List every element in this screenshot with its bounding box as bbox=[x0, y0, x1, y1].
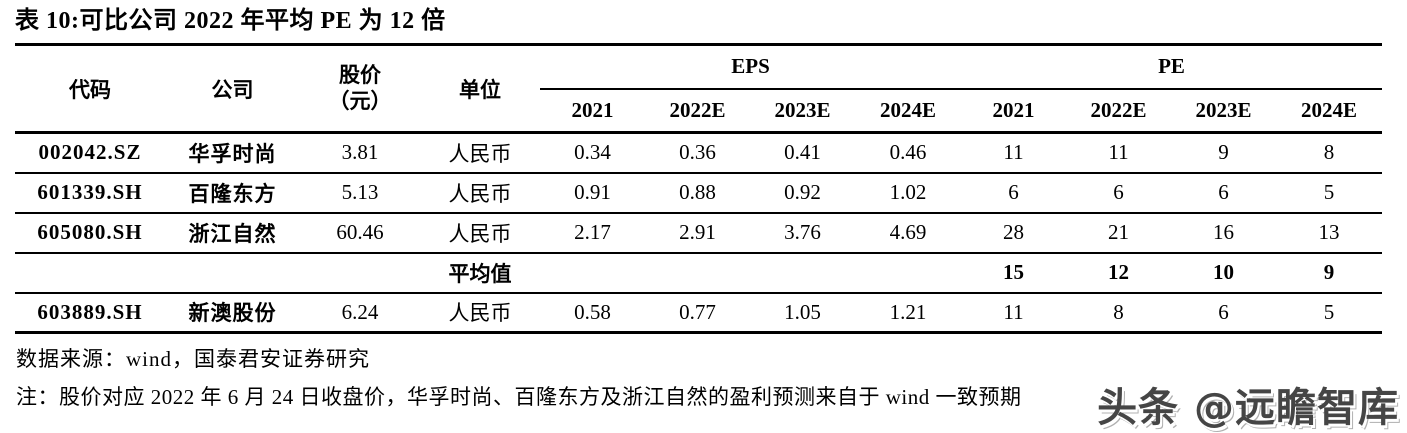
cell-pe-2022e: 21 bbox=[1108, 220, 1130, 244]
cell-eps-2022e bbox=[645, 253, 750, 293]
comparable-companies-table: 代码 公司 股价 （元） 单位 EPS PE 2021 2022E 2023E … bbox=[15, 43, 1383, 334]
col-header-code: 代码 bbox=[69, 77, 111, 102]
cell-pe-2023e: 6 bbox=[1218, 180, 1229, 204]
footnote: 注：股价对应 2022 年 6 月 24 日收盘价，华孚时尚、百隆东方及浙江自然… bbox=[16, 385, 1022, 409]
cell-price: 5.13 bbox=[341, 180, 379, 204]
cell-eps-2022e: 2.91 bbox=[679, 220, 716, 244]
col-header-pe-2024e: 2024E bbox=[1301, 97, 1358, 122]
cell-eps-2021: 0.34 bbox=[574, 140, 611, 165]
cell-code: 601339.SH bbox=[37, 180, 143, 204]
col-header-price-line2: （元） bbox=[328, 88, 392, 113]
cell-eps-2021 bbox=[540, 253, 645, 293]
table-row-huafu: 002042.SZ 华孚时尚 3.81 人民币 0.34 0.36 0.41 0… bbox=[15, 133, 1383, 173]
cell-eps-2022e: 0.88 bbox=[679, 180, 716, 204]
table-header: 代码 公司 股价 （元） 单位 EPS PE 2021 2022E 2023E … bbox=[15, 44, 1383, 133]
cell-company: 浙江自然 bbox=[188, 221, 277, 246]
cell-company bbox=[165, 253, 300, 293]
col-header-company: 公司 bbox=[211, 77, 254, 102]
cell-pe-2022e: 11 bbox=[1108, 140, 1129, 165]
cell-pe-2024e: 8 bbox=[1323, 140, 1335, 165]
col-header-eps-2021: 2021 bbox=[571, 97, 614, 122]
cell-pe-2021: 11 bbox=[1003, 299, 1024, 324]
cell-unit: 人民币 bbox=[448, 181, 512, 206]
table-row-xinao: 603889.SH 新澳股份 6.24 人民币 0.58 0.77 1.05 1… bbox=[15, 293, 1383, 333]
col-header-eps-2022e: 2022E bbox=[669, 97, 726, 122]
col-header-price: 股价 （元） bbox=[300, 45, 420, 133]
col-header-eps-2023e: 2023E bbox=[774, 97, 831, 122]
cell-pe-2021: 15 bbox=[1003, 260, 1025, 284]
cell-eps-2023e: 0.41 bbox=[784, 140, 821, 165]
table-row-bailong: 601339.SH 百隆东方 5.13 人民币 0.91 0.88 0.92 1… bbox=[15, 173, 1383, 213]
table-row-average: 平均值 15 12 10 9 bbox=[15, 253, 1383, 293]
cell-company: 华孚时尚 bbox=[188, 141, 277, 166]
cell-pe-2024e: 9 bbox=[1323, 260, 1335, 284]
cell-unit: 人民币 bbox=[448, 141, 512, 166]
cell-price bbox=[300, 253, 420, 293]
cell-eps-2022e: 0.77 bbox=[679, 299, 716, 324]
cell-eps-2021: 2.17 bbox=[574, 220, 611, 244]
cell-price: 60.46 bbox=[336, 220, 384, 244]
cell-eps-2023e: 0.92 bbox=[784, 180, 821, 204]
watermark: 头条 @远瞻智库 bbox=[1097, 385, 1399, 431]
header-years-row: 2021 2022E 2023E 2024E 2021 2022E 2023E … bbox=[15, 89, 1382, 133]
cell-code: 605080.SH bbox=[37, 220, 143, 244]
cell-price: 3.81 bbox=[341, 140, 379, 165]
cell-pe-2021: 11 bbox=[1003, 140, 1024, 165]
cell-unit: 人民币 bbox=[448, 301, 512, 326]
cell-eps-2024e: 1.02 bbox=[889, 180, 927, 204]
cell-company: 百隆东方 bbox=[188, 181, 277, 206]
group-header-eps: EPS bbox=[540, 44, 962, 90]
cell-pe-2023e: 16 bbox=[1213, 220, 1235, 244]
cell-company: 新澳股份 bbox=[188, 301, 277, 326]
col-header-unit: 单位 bbox=[459, 77, 501, 102]
col-header-price-line1: 股价 bbox=[339, 63, 381, 88]
cell-pe-2022e: 6 bbox=[1113, 180, 1124, 204]
cell-eps-2024e bbox=[855, 253, 961, 293]
cell-pe-2021: 6 bbox=[1008, 180, 1019, 204]
cell-code bbox=[15, 253, 165, 293]
table-title: 表 10:可比公司 2022 年平均 PE 为 12 倍 bbox=[15, 8, 446, 34]
cell-eps-2021: 0.91 bbox=[574, 180, 611, 204]
header-group-row: 代码 公司 股价 （元） 单位 EPS PE bbox=[15, 44, 1383, 113]
cell-pe-2024e: 5 bbox=[1323, 180, 1335, 204]
cell-pe-2022e: 12 bbox=[1108, 260, 1130, 284]
cell-pe-2024e: 5 bbox=[1323, 299, 1335, 324]
cell-code: 002042.SZ bbox=[38, 140, 142, 165]
cell-eps-2024e: 1.21 bbox=[889, 299, 927, 324]
col-header-eps-2024e: 2024E bbox=[880, 97, 937, 122]
cell-eps-2022e: 0.36 bbox=[679, 140, 716, 165]
cell-eps-2023e: 3.76 bbox=[784, 220, 821, 244]
cell-code: 603889.SH bbox=[37, 299, 143, 324]
cell-pe-2023e: 6 bbox=[1218, 299, 1229, 324]
cell-eps-2024e: 4.69 bbox=[889, 220, 927, 244]
cell-pe-2023e: 10 bbox=[1213, 260, 1235, 284]
group-header-pe: PE bbox=[961, 44, 1383, 90]
cell-eps-2021: 0.58 bbox=[574, 299, 611, 324]
data-source-note: 数据来源：wind，国泰君安证券研究 bbox=[16, 347, 370, 371]
col-header-pe-2022e: 2022E bbox=[1090, 97, 1147, 122]
col-header-pe-2023e: 2023E bbox=[1195, 97, 1252, 122]
cell-eps-2023e bbox=[750, 253, 855, 293]
col-header-pe-2021: 2021 bbox=[992, 97, 1035, 122]
cell-eps-2023e: 1.05 bbox=[784, 299, 821, 324]
cell-pe-2022e: 8 bbox=[1113, 299, 1124, 324]
cell-average-label: 平均值 bbox=[448, 261, 512, 286]
cell-pe-2021: 28 bbox=[1003, 220, 1025, 244]
cell-pe-2023e: 9 bbox=[1218, 140, 1229, 165]
cell-eps-2024e: 0.46 bbox=[889, 140, 927, 165]
cell-pe-2024e: 13 bbox=[1318, 220, 1340, 244]
cell-unit: 人民币 bbox=[448, 221, 512, 246]
cell-price: 6.24 bbox=[341, 299, 379, 324]
table-row-zhejiang: 605080.SH 浙江自然 60.46 人民币 2.17 2.91 3.76 … bbox=[15, 213, 1383, 253]
